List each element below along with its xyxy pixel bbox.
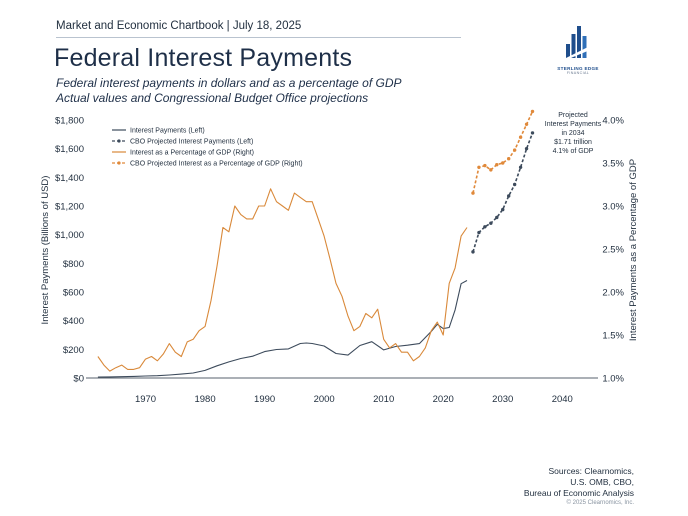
legend-marker-cbo-dollars	[117, 139, 121, 143]
projection-point	[495, 215, 499, 220]
left-tick-label: $800	[63, 259, 84, 270]
projection-point	[471, 250, 475, 254]
left-tick-label: $400	[63, 316, 84, 327]
projection-point	[471, 191, 475, 195]
left-tick-label: $1,200	[55, 202, 84, 213]
projection-point	[518, 165, 523, 169]
projection-point	[489, 168, 493, 172]
projection-point	[530, 131, 535, 135]
left-tick-label: $1,800	[55, 116, 84, 127]
subtitle-line-1: Federal interest payments in dollars and…	[56, 76, 402, 90]
left-axis-ticks: $0 $200 $400 $600 $800 $1,000 $1,200 $1,400 $1,6…	[55, 116, 84, 385]
bars-logo-icon	[566, 26, 590, 60]
left-tick-label: $600	[63, 288, 84, 299]
page-title: Federal Interest Payments	[54, 44, 353, 72]
left-tick-label: $1,000	[55, 230, 84, 241]
right-tick-label: 4.0%	[602, 116, 624, 127]
copyright: © 2025 Clearnomics, Inc.	[566, 500, 634, 506]
left-tick-label: $1,600	[55, 144, 84, 155]
x-tick-label: 1980	[194, 394, 215, 405]
series-line-dollars	[97, 280, 468, 378]
x-tick-label: 2040	[552, 394, 573, 405]
projection-point	[524, 122, 529, 127]
sources-note: Sources: Clearnomics, U.S. OMB, CBO, Bur…	[524, 466, 634, 499]
legend-label-pct: Interest as a Percentage of GDP (Right)	[130, 150, 254, 157]
series-line-cbo-pct	[472, 111, 534, 194]
projection-point	[501, 207, 505, 212]
right-axis-label: Interest Payments as a Percentage of GDP	[628, 159, 639, 341]
left-tick-label: $200	[63, 345, 84, 356]
projection-point	[483, 225, 487, 229]
sterling-edge-logo: STERLING EDGE FINANCIAL	[553, 24, 603, 80]
projection-point	[477, 230, 481, 235]
logo-name: STERLING EDGE	[557, 66, 599, 71]
projection-point	[489, 221, 493, 225]
left-axis-label: Interest Payments (Billions of USD)	[40, 176, 51, 325]
projection-point	[512, 148, 517, 152]
annotation-line-5: 4.1% of GDP	[553, 148, 594, 155]
projection-point	[501, 161, 505, 165]
subtitle-line-2: Actual values and Congressional Budget O…	[56, 91, 369, 105]
series-line-cbo-dollars	[472, 132, 534, 253]
right-axis-ticks: 1.0% 1.5% 2.0% 2.5% 3.0% 3.5% 4.0%	[602, 116, 624, 385]
x-tick-label: 2000	[314, 394, 335, 405]
right-tick-label: 3.5%	[602, 159, 624, 170]
x-tick-label: 2020	[433, 394, 454, 405]
projection-point	[495, 163, 499, 167]
projection-point	[518, 135, 523, 139]
series-layer	[97, 109, 535, 378]
projection-point	[506, 157, 511, 161]
sources-line-1: Sources: Clearnomics,	[548, 466, 634, 476]
projection-point	[512, 182, 517, 187]
projection-point	[506, 194, 511, 198]
annotation-line-2: Interest Payments	[545, 121, 602, 128]
legend-label-cbo-dollars: CBO Projected Interest Payments (Left)	[130, 139, 253, 146]
projection-point	[524, 146, 529, 151]
annotation-line-4: $1.71 trillion	[554, 139, 592, 146]
projection-annotation: Projected Interest Payments in 2034 $1.7…	[545, 112, 602, 155]
x-tick-label: 2010	[373, 394, 394, 405]
right-tick-label: 1.5%	[602, 331, 624, 342]
projection-point	[530, 109, 535, 114]
projection-point	[483, 163, 487, 168]
annotation-line-1: Projected	[558, 112, 588, 119]
right-tick-label: 2.5%	[602, 245, 624, 256]
chartbook-header: Market and Economic Chartbook | July 18,…	[56, 20, 302, 32]
x-axis-ticks: 1970 1980 1990 2000 2010 2020 2030 2040	[135, 394, 573, 405]
right-tick-label: 1.0%	[602, 374, 624, 385]
left-tick-label: $0	[73, 374, 84, 385]
header-divider	[56, 37, 461, 38]
legend-label-cbo-pct: CBO Projected Interest as a Percentage o…	[130, 161, 303, 168]
x-tick-label: 2030	[492, 394, 513, 405]
right-tick-label: 2.0%	[602, 288, 624, 299]
left-tick-label: $1,400	[55, 173, 84, 184]
x-tick-label: 1970	[135, 394, 156, 405]
projection-point	[477, 165, 481, 169]
series-line-pct	[97, 188, 468, 372]
legend-marker-cbo-pct	[117, 161, 121, 165]
right-tick-label: 3.0%	[602, 202, 624, 213]
legend-label-dollars: Interest Payments (Left)	[130, 128, 205, 135]
x-tick-label: 1990	[254, 394, 275, 405]
chart-legend: Interest Payments (Left) CBO Projected I…	[112, 128, 303, 168]
sources-line-2: U.S. OMB, CBO,	[570, 477, 634, 487]
annotation-line-3: in 2034	[562, 130, 585, 137]
sources-line-3: Bureau of Economic Analysis	[523, 488, 634, 498]
logo-tagline: FINANCIAL	[566, 71, 590, 75]
